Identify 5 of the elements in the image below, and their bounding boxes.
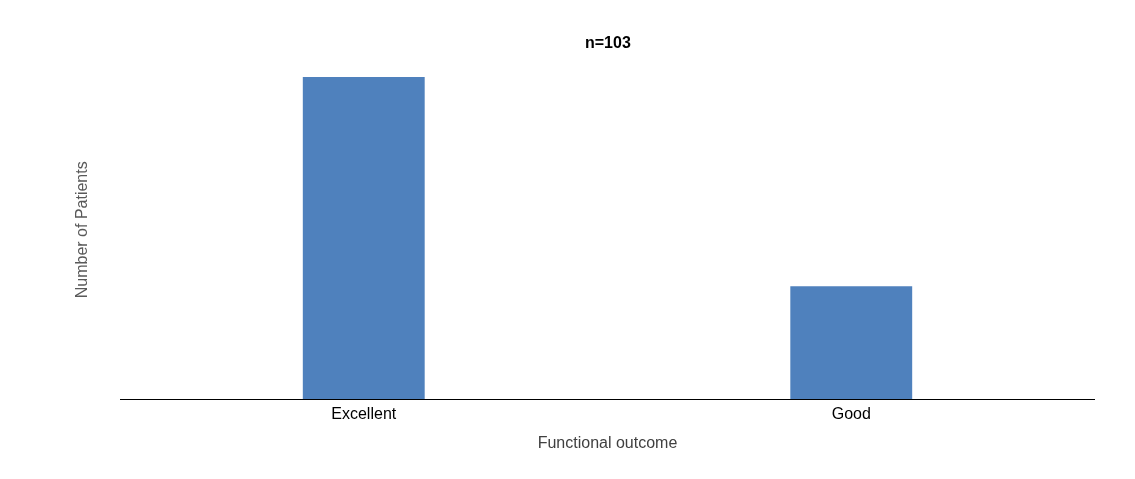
x-tick-label: Good — [831, 405, 871, 423]
text: n=103 — [585, 34, 631, 51]
x-tick-label: Excellent — [331, 405, 397, 423]
y-axis-title: Number of Patients — [73, 161, 91, 299]
x-axis-title: Functional outcome — [537, 433, 678, 451]
